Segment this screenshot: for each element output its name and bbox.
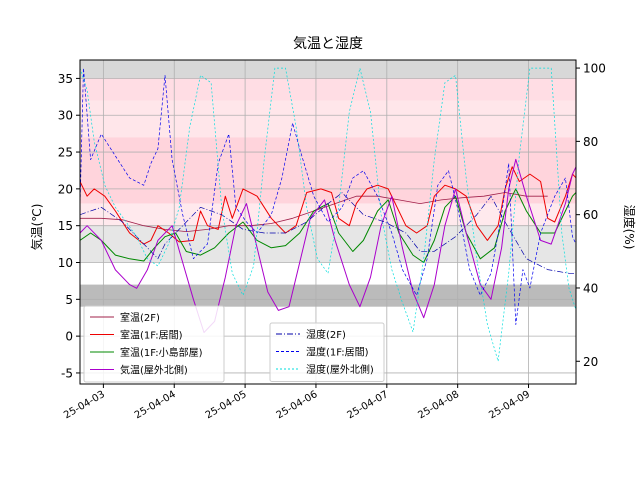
y-tick-label-left-8: 35 (58, 72, 73, 86)
series-line-5 (80, 67, 576, 325)
series-line-4 (80, 192, 576, 274)
legend-temperature-label-3: 気温(屋外北側) (120, 364, 188, 377)
y-tick-label-left-2: 5 (65, 293, 73, 307)
y-tick-label-left-6: 25 (58, 146, 73, 160)
y-tick-label-left-0: -5 (61, 366, 73, 380)
background-band-2 (80, 137, 576, 204)
legend-temperature-label-1: 室温(1F:居間) (120, 329, 183, 342)
legend-humidity-label-0: 湿度(2F) (306, 328, 346, 341)
background-band-1 (80, 100, 576, 138)
y-tick-label-left-4: 15 (58, 219, 73, 233)
background-band-6 (80, 60, 576, 79)
legend-temperature: 室温(2F) 室温(1F:居間) 室温(1F:小島部屋) 気温(屋外北側) (83, 305, 225, 383)
legend-humidity-label-2: 湿度(屋外北側) (306, 363, 374, 376)
y-tick-label-right-3: 80 (583, 135, 598, 149)
legend-temperature-label-2: 室温(1F:小島部屋) (120, 346, 203, 359)
background-band-5 (80, 284, 576, 307)
series-group (80, 67, 576, 362)
y-axis-label-left: 気温(℃) (29, 204, 44, 251)
legend-temperature-label-0: 室温(2F) (120, 311, 160, 324)
y-tick-label-left-1: 0 (65, 330, 73, 344)
y-axis-label-right: 湿度(%) (622, 205, 637, 250)
background-band-0 (80, 78, 576, 101)
legend-humidity-label-1: 湿度(1F:居間) (306, 346, 369, 359)
plot-frame (79, 59, 577, 385)
y-tick-label-right-0: 20 (583, 355, 598, 369)
legend-humidity: 湿度(2F) 湿度(1F:居間) 湿度(屋外北側) (269, 322, 385, 382)
y-tick-label-left-5: 20 (58, 182, 73, 196)
legend-temperature-box (83, 305, 225, 383)
legend-humidity-box (269, 322, 385, 382)
y-tick-label-right-4: 100 (583, 62, 606, 76)
y-tick-label-right-2: 60 (583, 208, 598, 222)
y-tick-label-left-3: 10 (58, 256, 73, 270)
chart-title: 気温と湿度 (293, 36, 363, 52)
series-line-3 (80, 158, 576, 333)
y-tick-label-right-1: 40 (583, 281, 598, 295)
series-line-1 (80, 166, 576, 245)
y-tick-label-left-7: 30 (58, 109, 73, 123)
